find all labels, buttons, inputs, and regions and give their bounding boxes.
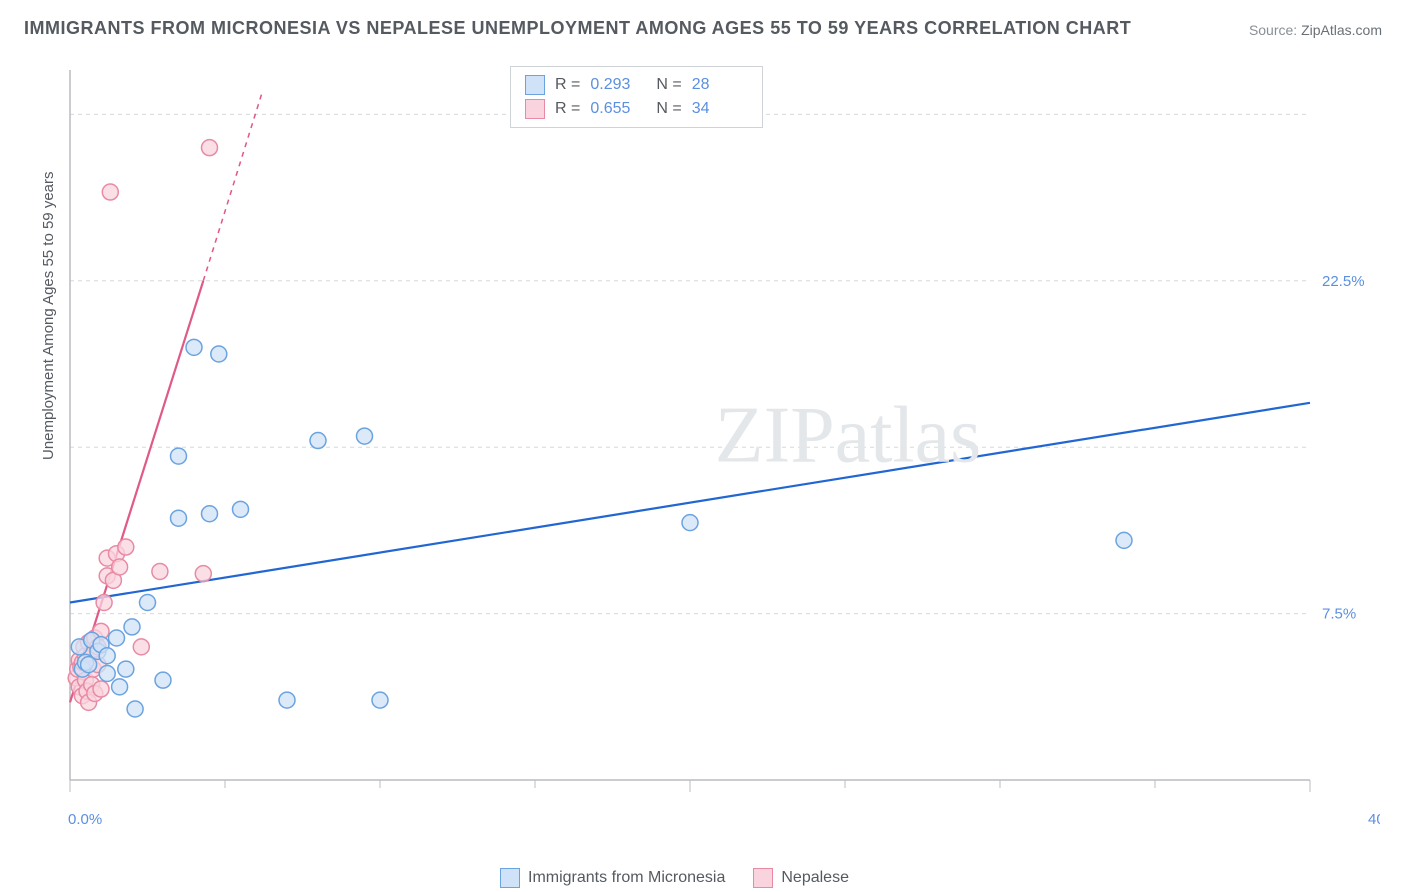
y-axis-title: Unemployment Among Ages 55 to 59 years [40,171,57,460]
legend-label-nepalese: Nepalese [781,869,849,887]
legend-item-nepalese: Nepalese [753,868,849,888]
correlation-legend: R = 0.293 N = 28 R = 0.655 N = 34 [510,66,763,128]
series-legend: Immigrants from Micronesia Nepalese [500,868,849,888]
n-value-1: 28 [692,76,748,94]
legend-row-2: R = 0.655 N = 34 [525,97,748,121]
scatter-chart: 7.5% 22.5% 0.0% 40.0% [50,60,1380,860]
svg-text:0.0%: 0.0% [68,811,102,828]
source-value: ZipAtlas.com [1301,22,1382,38]
swatch-nepalese-icon [753,868,773,888]
legend-row-1: R = 0.293 N = 28 [525,73,748,97]
source-label: Source: [1249,22,1297,38]
n-label: N = [656,100,681,118]
swatch-micronesia-icon [500,868,520,888]
svg-text:22.5%: 22.5% [1322,273,1365,290]
legend-item-micronesia: Immigrants from Micronesia [500,868,725,888]
legend-label-micronesia: Immigrants from Micronesia [528,869,725,887]
chart-title: IMMIGRANTS FROM MICRONESIA VS NEPALESE U… [24,18,1131,39]
r-label: R = [555,76,580,94]
r-label: R = [555,100,580,118]
svg-text:7.5%: 7.5% [1322,606,1356,623]
plot-area: ZIPatlas Unemployment Among Ages 55 to 5… [50,60,1380,860]
n-label: N = [656,76,681,94]
r-value-1: 0.293 [590,76,646,94]
source-attribution: Source: ZipAtlas.com [1249,22,1382,38]
swatch-micronesia [525,75,545,95]
swatch-nepalese [525,99,545,119]
svg-text:40.0%: 40.0% [1368,811,1380,828]
n-value-2: 34 [692,100,748,118]
r-value-2: 0.655 [590,100,646,118]
